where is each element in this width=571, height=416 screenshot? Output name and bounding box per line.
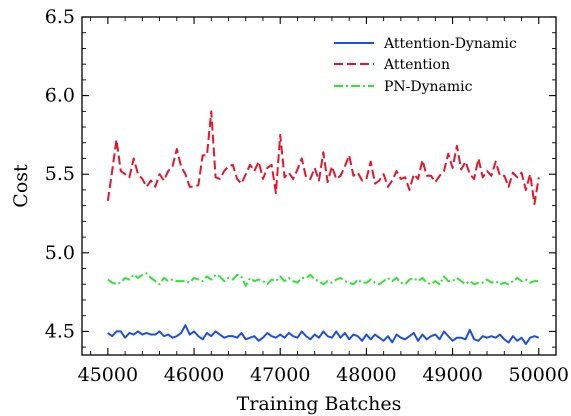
y-tick-label: 6.0 <box>45 85 75 107</box>
x-tick-label: 46000 <box>164 364 224 386</box>
x-tick-label: 49000 <box>422 364 482 386</box>
x-axis-title: Training Batches <box>237 393 402 415</box>
x-tick-label: 45000 <box>78 364 138 386</box>
y-tick-label: 5.0 <box>45 242 75 264</box>
series-line-pn-dynamic <box>107 272 539 287</box>
legend-label-attention: Attention <box>383 57 450 73</box>
x-tick-label: 50000 <box>509 364 569 386</box>
y-tick-label: 5.5 <box>45 163 75 185</box>
y-axis-title: Cost <box>10 164 32 208</box>
x-tick-label: 48000 <box>336 364 396 386</box>
legend: Attention-Dynamic Attention PN-Dynamic <box>334 36 517 95</box>
series-line-attention-dynamic <box>107 324 540 345</box>
series-line-attention <box>106 110 540 206</box>
ticks-group: 45000 46000 47000 48000 49000 50000 4.5 5.0 5.5 6… <box>45 6 569 386</box>
y-tick-label: 4.5 <box>45 320 75 342</box>
plot-frame <box>81 16 557 356</box>
y-tick-label: 6.5 <box>45 6 75 28</box>
legend-label-attention-dynamic: Attention-Dynamic <box>383 36 517 52</box>
legend-label-pn-dynamic: PN-Dynamic <box>384 79 473 95</box>
plot-series-group <box>106 110 540 345</box>
x-tick-label: 47000 <box>250 364 310 386</box>
